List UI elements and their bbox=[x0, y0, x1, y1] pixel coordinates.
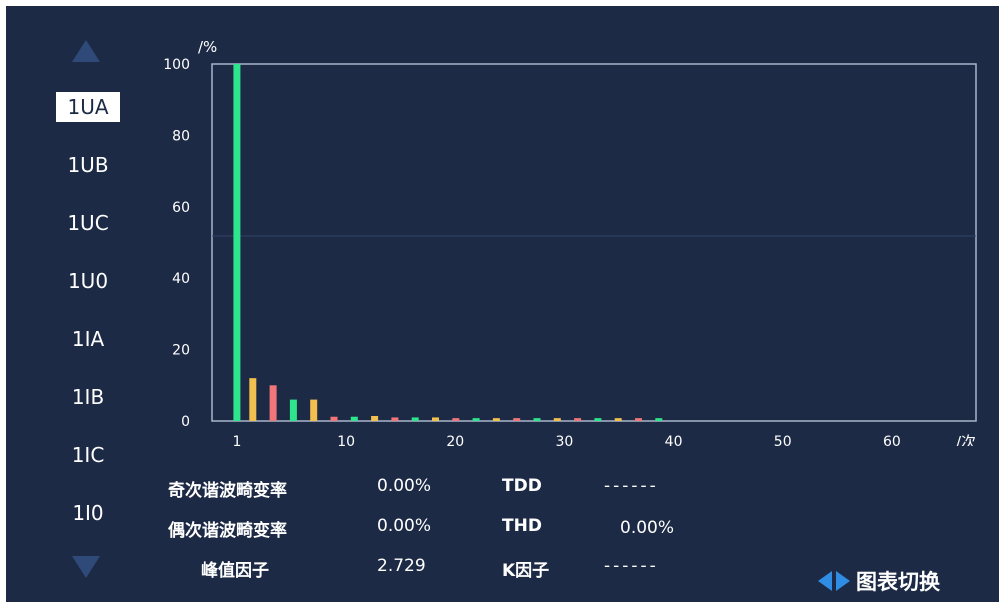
chart-switch-button[interactable]: 图表切换 bbox=[818, 566, 940, 596]
channel-item-1ib[interactable]: 1IB bbox=[71, 385, 105, 409]
channel-item-1ia[interactable]: 1IA bbox=[71, 327, 105, 351]
tdd-label: TDD bbox=[502, 476, 542, 496]
crest-factor-label: 峰值因子 bbox=[201, 561, 269, 581]
harmonic-bar bbox=[411, 417, 419, 421]
even-thd-label: 偶次谐波畸变率 bbox=[168, 521, 287, 541]
even-thd-value: 0.00% bbox=[377, 516, 432, 536]
y-tick-label: 0 bbox=[181, 414, 190, 430]
harmonic-bar bbox=[269, 385, 277, 421]
thd-label: THD bbox=[502, 516, 542, 536]
harmonic-bar bbox=[249, 378, 257, 421]
k-factor-label: K因子 bbox=[502, 561, 550, 581]
harmonic-bar bbox=[432, 417, 439, 421]
chart-switch-label: 图表切换 bbox=[856, 570, 940, 594]
harmonic-bar bbox=[472, 418, 480, 421]
x-axis-unit-label: /次 bbox=[956, 433, 976, 446]
harmonic-bar bbox=[391, 417, 399, 421]
scroll-up-arrow-icon[interactable] bbox=[72, 40, 100, 62]
harmonic-bar bbox=[350, 416, 358, 421]
harmonic-bar bbox=[289, 399, 297, 421]
y-tick-label: 40 bbox=[172, 271, 190, 287]
channel-item-1u0[interactable]: 1U0 bbox=[67, 269, 109, 293]
harmonic-bar bbox=[452, 418, 460, 421]
harmonic-bar bbox=[635, 418, 642, 421]
x-tick-label: 60 bbox=[883, 434, 901, 446]
y-tick-label: 60 bbox=[172, 200, 190, 216]
harmonic-bar bbox=[492, 418, 500, 421]
y-tick-label: 80 bbox=[172, 128, 190, 144]
y-tick-label: 100 bbox=[163, 57, 190, 73]
channel-item-1uc[interactable]: 1UC bbox=[67, 211, 109, 235]
channel-item-1ic[interactable]: 1IC bbox=[71, 443, 105, 467]
y-axis-unit-label: /% bbox=[198, 38, 217, 56]
x-tick-label: 10 bbox=[337, 434, 355, 446]
odd-thd-value: 0.00% bbox=[377, 476, 432, 496]
harmonic-bar bbox=[513, 418, 521, 421]
plot-frame bbox=[211, 63, 977, 422]
crest-factor-value: 2.729 bbox=[377, 556, 426, 576]
triangle-left-icon bbox=[818, 571, 832, 591]
harmonic-bar bbox=[655, 418, 663, 421]
triangle-right-icon bbox=[836, 571, 850, 591]
x-tick-label: 50 bbox=[774, 434, 792, 446]
harmonic-bar bbox=[594, 418, 602, 421]
x-tick-label: 40 bbox=[665, 434, 683, 446]
harmonic-bar bbox=[574, 418, 582, 421]
channel-item-1i0[interactable]: 1I0 bbox=[72, 501, 104, 525]
x-tick-label: 1 bbox=[232, 434, 241, 446]
harmonic-bar bbox=[533, 418, 541, 421]
x-tick-label: 20 bbox=[446, 434, 464, 446]
scroll-down-arrow-icon[interactable] bbox=[72, 556, 100, 578]
harmonic-bar-chart: 0 20 40 60 80 100 1 10 20 30 40 50 60 /% /次 bbox=[163, 38, 977, 446]
tdd-value: ------ bbox=[604, 476, 659, 496]
harmonic-screen: 1UA 1UB 1UC 1U0 1IA 1IB 1IC 1I0 0 20 40 60 80 100 1 10… bbox=[6, 6, 999, 602]
channel-item-1ub[interactable]: 1UB bbox=[67, 153, 109, 177]
harmonic-bar bbox=[330, 416, 338, 421]
k-factor-value: ------ bbox=[604, 556, 659, 576]
thd-value: 0.00% bbox=[620, 518, 675, 538]
x-tick-label: 30 bbox=[556, 434, 574, 446]
harmonic-bar bbox=[614, 418, 622, 421]
channel-item-1ua[interactable]: 1UA bbox=[56, 92, 120, 122]
y-tick-label: 20 bbox=[172, 343, 190, 359]
odd-thd-label: 奇次谐波畸变率 bbox=[168, 481, 287, 501]
harmonic-bar bbox=[371, 416, 379, 421]
harmonic-bar bbox=[310, 399, 318, 421]
harmonic-bar bbox=[553, 418, 561, 421]
harmonic-bar bbox=[233, 64, 241, 421]
